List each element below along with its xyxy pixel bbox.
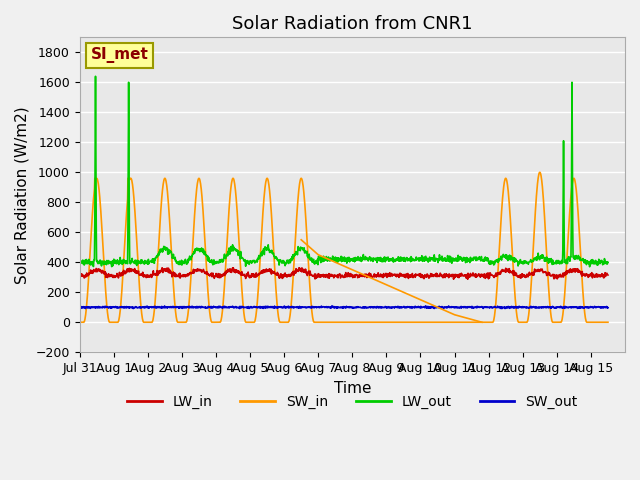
SW_out: [311, 304, 319, 310]
LW_out: [300, 245, 308, 251]
SW_in: [138, 313, 146, 319]
SW_out: [138, 305, 146, 311]
Legend: LW_in, SW_in, LW_out, SW_out: LW_in, SW_in, LW_out, SW_out: [122, 389, 583, 415]
SW_out: [328, 303, 336, 309]
Title: Solar Radiation from CNR1: Solar Radiation from CNR1: [232, 15, 472, 33]
LW_out: [92, 73, 99, 79]
LW_out: [321, 257, 328, 263]
LW_in: [116, 272, 124, 278]
Line: LW_out: LW_out: [79, 76, 608, 267]
SW_in: [376, 319, 384, 325]
LW_in: [377, 271, 385, 277]
LW_out: [604, 260, 612, 265]
SW_in: [76, 319, 83, 325]
X-axis label: Time: Time: [333, 381, 371, 396]
SW_in: [536, 169, 544, 175]
LW_in: [321, 273, 328, 279]
SW_out: [498, 306, 506, 312]
LW_out: [138, 258, 146, 264]
SW_out: [300, 304, 308, 310]
LW_in: [604, 272, 612, 278]
SW_in: [604, 319, 612, 325]
LW_in: [76, 272, 83, 278]
LW_in: [464, 276, 472, 282]
SW_out: [116, 304, 124, 310]
LW_out: [311, 260, 319, 265]
SW_in: [321, 319, 328, 325]
LW_in: [311, 276, 319, 282]
SW_out: [321, 304, 328, 310]
LW_in: [158, 265, 166, 271]
Y-axis label: Solar Radiation (W/m2): Solar Radiation (W/m2): [15, 106, 30, 284]
LW_in: [138, 271, 146, 276]
Line: SW_in: SW_in: [79, 172, 608, 322]
LW_out: [586, 264, 593, 270]
SW_out: [604, 305, 612, 311]
LW_out: [377, 254, 385, 260]
LW_out: [76, 258, 83, 264]
SW_out: [76, 305, 83, 311]
SW_in: [311, 319, 319, 325]
Line: LW_in: LW_in: [79, 268, 608, 279]
SW_in: [300, 189, 308, 195]
LW_in: [300, 267, 308, 273]
LW_out: [117, 261, 125, 266]
Line: SW_out: SW_out: [79, 306, 608, 309]
SW_out: [377, 304, 385, 310]
SW_in: [116, 304, 124, 310]
Text: SI_met: SI_met: [90, 48, 148, 63]
